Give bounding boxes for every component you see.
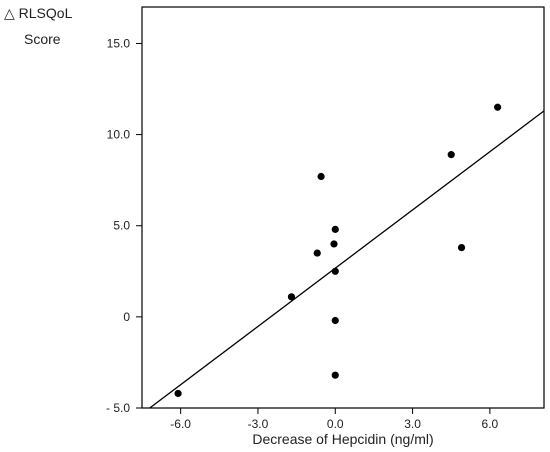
- x-axis-ticks: -6.0 -3.0 0.0 3.0 6.0: [170, 408, 499, 431]
- data-point: [331, 371, 339, 379]
- data-point: [331, 267, 339, 275]
- data-point: [313, 249, 321, 257]
- data-point: [331, 316, 339, 325]
- plot-frame: [141, 6, 545, 409]
- y-tick-label: 10.0: [107, 128, 131, 142]
- data-points: [174, 103, 502, 398]
- x-tick-label: -3.0: [248, 417, 269, 431]
- y-tick-label: 15.0: [107, 36, 131, 50]
- y-tick-label: 5.0: [113, 219, 130, 233]
- y-tick-label: 0: [123, 310, 130, 324]
- data-point: [174, 389, 182, 398]
- data-point: [494, 103, 502, 111]
- x-axis-label: Decrease of Hepcidin (ng/ml): [252, 431, 433, 447]
- x-tick-label: 3.0: [404, 417, 421, 431]
- x-tick-label: 6.0: [482, 417, 499, 431]
- y-axis-label-line1: △ RLSQoL: [4, 5, 73, 21]
- data-point: [447, 151, 455, 159]
- data-point: [287, 293, 296, 301]
- data-point: [457, 244, 466, 252]
- y-axis-ticks: - 5.0 0 5.0 10.0 15.0: [106, 36, 142, 415]
- regression-line: [149, 110, 545, 409]
- y-axis-label-line2: Score: [24, 31, 61, 47]
- x-tick-label: 0.0: [327, 417, 344, 431]
- x-tick-label: -6.0: [170, 417, 191, 431]
- data-point: [330, 240, 338, 248]
- data-point: [331, 225, 339, 233]
- data-point: [317, 172, 325, 181]
- y-tick-label: - 5.0: [106, 401, 130, 415]
